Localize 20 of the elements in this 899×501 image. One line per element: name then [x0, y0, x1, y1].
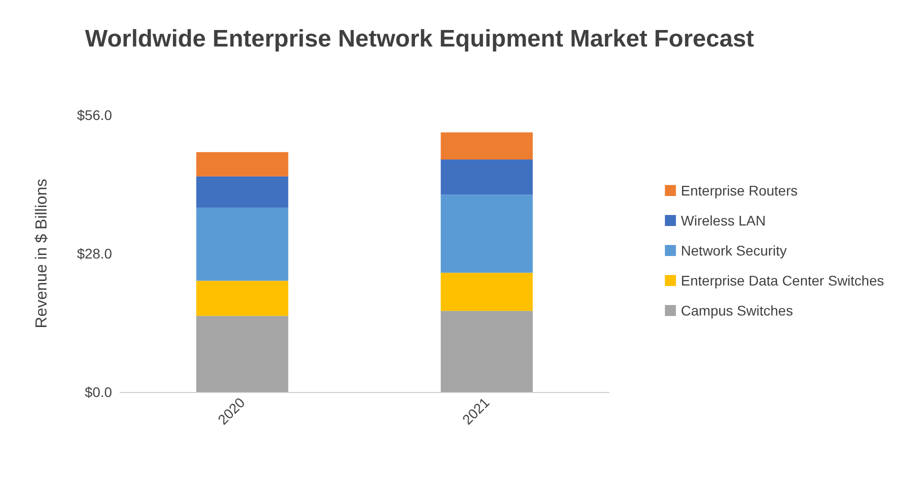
bar: [196, 280, 288, 316]
legend-label: Enterprise Data Center Switches: [680, 272, 884, 288]
bar: [196, 316, 288, 392]
legend-label: Network Security: [680, 242, 787, 258]
bar: [196, 152, 288, 176]
y-axis-title: Revenue in $ Billions: [34, 178, 50, 328]
y-tick-label: $0.0: [84, 384, 112, 400]
bar: [440, 160, 533, 195]
legend-label: Wireless LAN: [680, 212, 766, 228]
bar: [196, 176, 288, 208]
legend-label: Campus Switches: [680, 302, 793, 318]
bar: [440, 310, 533, 392]
y-tick-label: $56.0: [76, 107, 112, 123]
y-tick-label: $28.0: [76, 246, 112, 262]
legend-label: Enterprise Routers: [680, 182, 798, 198]
bar: [440, 132, 533, 160]
bar: [440, 272, 533, 311]
bar: [440, 194, 533, 273]
chart-title: Worldwide Enterprise Network Equipment Market Forecast: [85, 26, 754, 52]
bar: [196, 208, 288, 281]
